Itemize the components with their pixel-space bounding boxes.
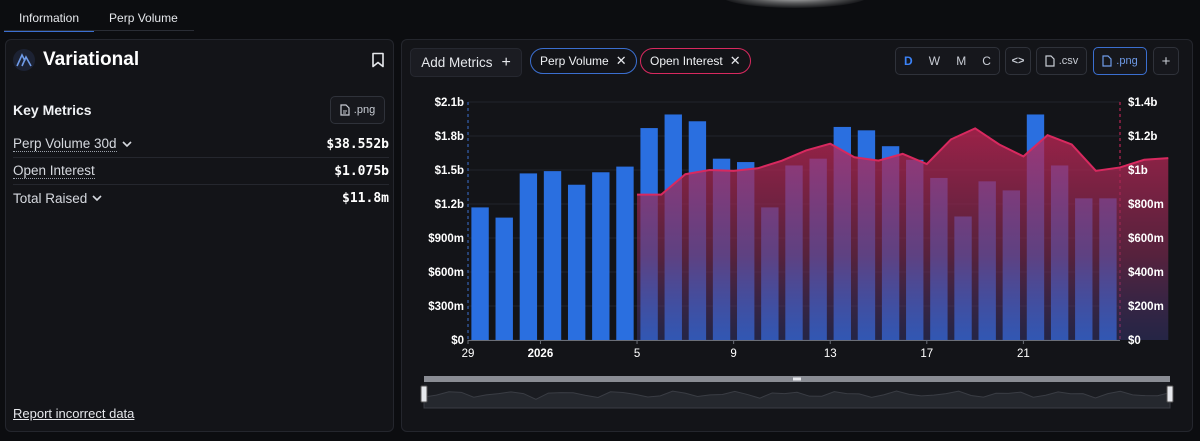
bar-perp-volume: [519, 173, 538, 340]
area-open-interest: [637, 128, 1169, 340]
chevron-down-icon: [92, 195, 102, 202]
left-axis-tick-label: $900m: [428, 233, 464, 245]
code-icon: <>: [1011, 55, 1025, 67]
left-axis-tick-label: $2.1b: [435, 97, 464, 109]
right-axis-tick-label: $1b: [1128, 165, 1148, 177]
metric-label-text: Perp Volume 30d: [13, 136, 117, 152]
x-axis-tick-label: 2026: [528, 348, 554, 360]
metric-label-open-interest: Open Interest: [13, 163, 95, 179]
tab-bar: Information Perp Volume: [4, 6, 193, 32]
bar-perp-volume: [567, 184, 586, 340]
x-axis-tick-label: 21: [1017, 348, 1030, 360]
right-axis-tick-label: $200m: [1128, 301, 1164, 313]
left-axis-tick-label: $1.2b: [435, 199, 464, 211]
more-options-button[interactable]: +: [1153, 47, 1179, 75]
x-axis-tick-label: 17: [920, 348, 933, 360]
combo-chart: $0 $300m $600m $900m $1.2b $1.5b $1.8b $2.1b $0 $…: [420, 97, 1174, 409]
file-icon: [1102, 55, 1112, 67]
left-axis-tick-label: $0: [451, 335, 464, 347]
metric-label-text: Open Interest: [13, 163, 95, 179]
add-metrics-button[interactable]: Add Metrics +: [410, 48, 522, 77]
export-png-chart-button[interactable]: .png: [1093, 47, 1147, 75]
file-icon: [340, 104, 350, 116]
bar-perp-volume: [471, 207, 489, 340]
close-icon[interactable]: ✕: [729, 53, 741, 68]
right-axis-tick-label: $800m: [1128, 199, 1164, 211]
chip-perp-volume[interactable]: Perp Volume ✕: [530, 48, 637, 74]
navigator-left-handle[interactable]: [420, 385, 428, 403]
tab-divider: [4, 30, 194, 31]
metric-value-perp-volume: $38.552b: [326, 136, 389, 152]
tab-information[interactable]: Information: [4, 6, 95, 32]
timeframe-day[interactable]: D: [904, 54, 913, 68]
info-panel: Variational Key Metrics .png Perp Volume…: [5, 39, 394, 432]
x-axis-tick-label: 13: [824, 348, 837, 360]
metric-label-total-raised[interactable]: Total Raised: [13, 191, 102, 206]
metric-value-open-interest: $1.075b: [334, 163, 389, 179]
variational-logo-icon: [13, 49, 35, 71]
right-axis-tick-label: $0: [1128, 335, 1141, 347]
bar-perp-volume: [616, 166, 634, 340]
plus-icon: +: [1161, 52, 1171, 70]
timeframe-selector: D W M C: [895, 47, 1000, 75]
tab-perp-volume[interactable]: Perp Volume: [109, 11, 178, 25]
report-incorrect-data-link[interactable]: Report incorrect data: [13, 406, 135, 421]
project-header: Variational: [13, 49, 139, 71]
x-axis-tick-label: 29: [462, 348, 475, 360]
metric-row-perp-volume: Perp Volume 30d $38.552b: [13, 131, 389, 158]
metric-row-open-interest: Open Interest $1.075b: [13, 158, 389, 185]
chevron-down-icon: [122, 140, 132, 147]
navigator-right-handle[interactable]: [1166, 385, 1174, 403]
metric-row-total-raised: Total Raised $11.8m: [13, 185, 389, 212]
csv-label: .csv: [1058, 55, 1079, 67]
left-axis-tick-label: $300m: [428, 301, 464, 313]
left-axis-tick-label: $1.5b: [435, 165, 464, 177]
right-axis-tick-label: $1.2b: [1128, 131, 1157, 143]
embed-button[interactable]: <>: [1005, 47, 1031, 75]
metric-value-total-raised: $11.8m: [342, 191, 389, 206]
chip-label: Perp Volume: [540, 54, 609, 68]
left-axis-tick-label: $600m: [428, 267, 464, 279]
navigator-sparkline: [423, 390, 1171, 409]
metric-label-perp-volume[interactable]: Perp Volume 30d: [13, 136, 132, 152]
metric-label-text: Total Raised: [13, 191, 88, 206]
x-axis-tick-label: 9: [730, 348, 736, 360]
key-metrics-title: Key Metrics: [13, 102, 92, 118]
bar-perp-volume: [592, 172, 610, 340]
timeframe-week[interactable]: W: [928, 54, 941, 68]
x-axis-tick-label: 5: [634, 348, 640, 360]
file-icon: [1045, 55, 1055, 67]
bookmark-icon[interactable]: [371, 52, 385, 68]
chip-label: Open Interest: [650, 54, 723, 68]
chart-panel: Add Metrics + Perp Volume ✕ Open Interes…: [401, 39, 1193, 432]
bar-perp-volume: [495, 217, 513, 340]
left-axis-tick-label: $1.8b: [435, 131, 464, 143]
top-glow: [720, 0, 870, 8]
right-axis-tick-label: $600m: [1128, 233, 1164, 245]
right-axis-tick-label: $1.4b: [1128, 97, 1157, 109]
project-name: Variational: [43, 49, 140, 70]
close-icon[interactable]: ✕: [615, 53, 627, 68]
timeframe-cumulative[interactable]: C: [982, 54, 991, 68]
chip-open-interest[interactable]: Open Interest ✕: [640, 48, 751, 74]
line-open-interest: [637, 127, 1169, 196]
add-metrics-label: Add Metrics: [421, 55, 493, 70]
timeframe-month[interactable]: M: [956, 54, 967, 68]
export-png-button[interactable]: .png: [330, 96, 385, 124]
png-label: .png: [1116, 55, 1138, 67]
bar-perp-volume: [543, 171, 562, 340]
plus-icon: +: [501, 53, 511, 71]
export-png-label: .png: [353, 104, 376, 116]
export-csv-button[interactable]: .csv: [1036, 47, 1087, 75]
right-axis-tick-label: $400m: [1128, 267, 1164, 279]
grip-icon: [793, 377, 801, 381]
